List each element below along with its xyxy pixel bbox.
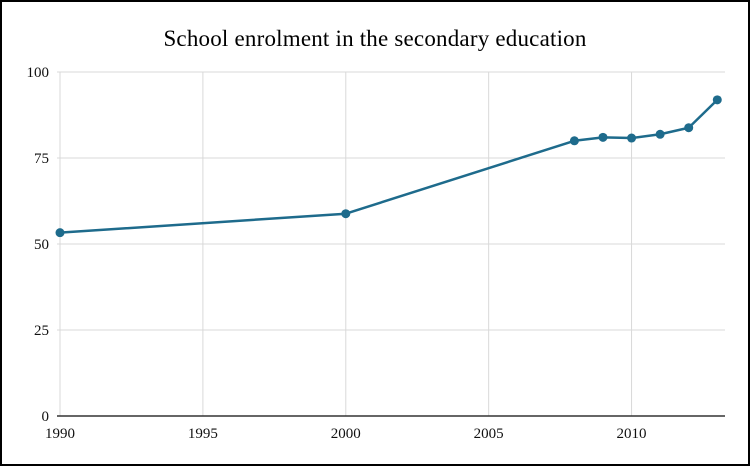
- y-tick-label: 50: [34, 237, 49, 253]
- y-tick-label: 25: [34, 323, 49, 339]
- y-tick-label: 0: [42, 409, 50, 425]
- data-point: [569, 136, 579, 146]
- y-tick-label: 75: [34, 151, 49, 167]
- data-point: [341, 209, 351, 219]
- x-tick-label: 2010: [617, 426, 647, 442]
- y-tick-label: 100: [27, 65, 50, 81]
- x-tick-label: 1995: [188, 426, 218, 442]
- x-tick-label: 2005: [474, 426, 504, 442]
- data-point: [712, 95, 722, 105]
- data-point: [684, 123, 694, 133]
- chart-title: School enrolment in the secondary educat…: [163, 26, 587, 51]
- data-line: [58, 98, 719, 234]
- data-point: [598, 132, 608, 142]
- x-tick-label: 2000: [331, 426, 361, 442]
- data-point: [655, 129, 665, 139]
- data-point: [627, 133, 637, 143]
- data-point: [55, 228, 65, 238]
- x-tick-label: 1990: [45, 426, 75, 442]
